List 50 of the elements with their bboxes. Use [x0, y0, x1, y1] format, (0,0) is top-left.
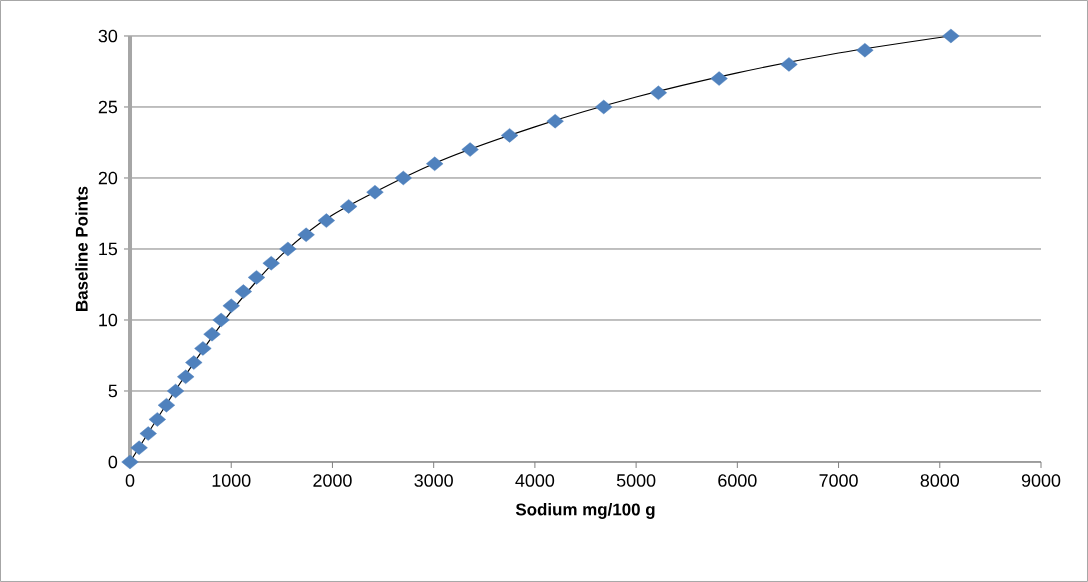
point — [148, 412, 166, 427]
point — [177, 369, 195, 384]
x-tick-label: 8000 — [920, 474, 960, 487]
point — [262, 255, 280, 271]
x-tick-label: 1000 — [212, 474, 251, 487]
point — [649, 85, 667, 100]
point — [234, 284, 252, 299]
x-tick-label: 3000 — [414, 474, 453, 487]
point — [139, 426, 157, 441]
point — [194, 341, 212, 356]
y-tick-label: 30 — [98, 29, 118, 43]
y-tick-label: 5 — [108, 384, 118, 398]
point — [394, 170, 412, 186]
x-tick-label: 9000 — [1021, 474, 1061, 487]
point — [121, 454, 139, 470]
point — [710, 71, 728, 86]
point — [130, 440, 148, 455]
point — [595, 99, 613, 115]
point — [212, 312, 230, 328]
x-tick-label: 2000 — [313, 474, 352, 487]
point — [203, 326, 221, 342]
x-tick-label: 7000 — [819, 474, 858, 487]
point — [780, 57, 798, 72]
point — [185, 355, 203, 370]
point — [279, 241, 297, 257]
point — [856, 42, 874, 58]
point — [340, 199, 358, 214]
y-axis-title: Baseline Points — [75, 186, 88, 311]
point — [157, 397, 176, 413]
point — [546, 113, 564, 129]
y-tick-label: 15 — [99, 242, 118, 256]
x-tick-label: 0 — [125, 474, 135, 487]
point — [166, 383, 185, 399]
point — [500, 128, 519, 143]
point — [461, 142, 479, 157]
point — [222, 298, 240, 313]
y-tick-label: 20 — [98, 171, 118, 185]
x-tick-label: 5000 — [616, 474, 656, 487]
x-tick-label: 6000 — [718, 474, 757, 487]
y-tick-label: 10 — [99, 313, 118, 327]
y-tick-label: 25 — [98, 100, 118, 114]
point — [247, 270, 266, 285]
x-axis-title: Sodium mg/100 g — [515, 503, 655, 519]
x-tick-label: 4000 — [515, 474, 555, 487]
y-tick-label: 0 — [108, 455, 118, 469]
point — [426, 156, 444, 171]
point — [297, 227, 315, 242]
point — [366, 184, 384, 200]
point — [942, 28, 960, 44]
point — [317, 213, 335, 228]
